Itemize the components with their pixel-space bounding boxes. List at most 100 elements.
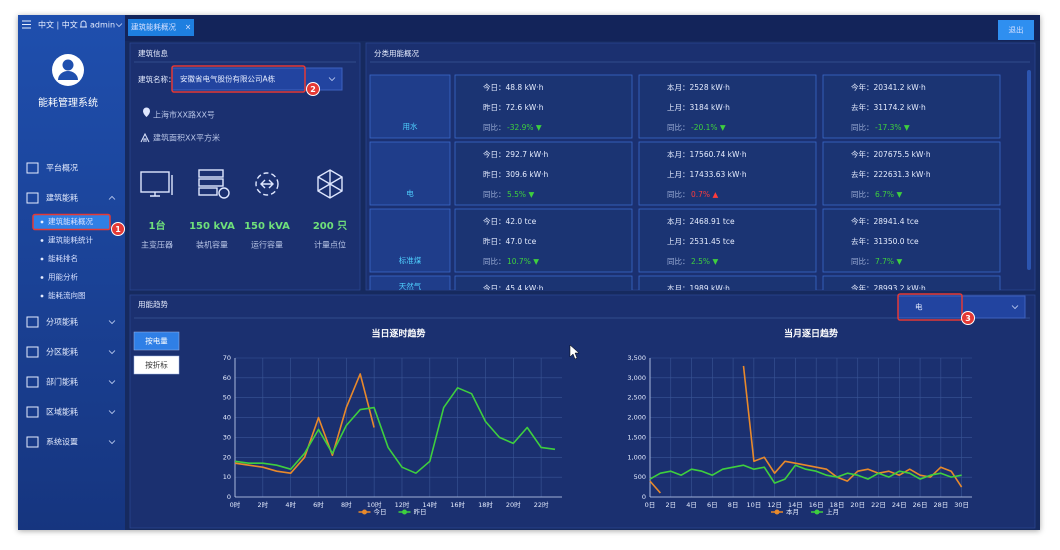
annotation-number: 1 (115, 225, 121, 234)
chevron (108, 410, 116, 415)
menu-item[interactable]: 区域能耗 (46, 407, 78, 417)
category-tab[interactable] (369, 208, 451, 273)
x-tick-label: 10日 (746, 501, 761, 509)
chevron (108, 440, 116, 445)
logout-button[interactable] (998, 20, 1034, 40)
x-tick-label: 4日 (686, 501, 697, 509)
submenu-item[interactable]: 建筑能耗统计 (48, 235, 93, 245)
menu-item[interactable]: 分项能耗 (46, 317, 78, 327)
menu-item[interactable]: 建筑能耗 (46, 193, 78, 203)
submenu-item[interactable]: 能耗流向图 (48, 290, 86, 300)
x-tick-label: 28日 (933, 501, 948, 509)
category-card (454, 208, 633, 273)
x-tick-label: 6日 (707, 501, 718, 509)
y-tick-label: 60 (223, 374, 231, 382)
card-line: 今年：207675.5 kW·h (851, 149, 931, 159)
menu-item[interactable]: 部门能耗 (46, 377, 78, 387)
chart-title: 当日逐时趋势 (371, 328, 425, 340)
submenu-item[interactable]: 能耗排名 (48, 253, 78, 263)
toggle-label: 按电量 (145, 336, 168, 346)
chevron (108, 350, 116, 355)
highlight-box (897, 293, 963, 321)
tab[interactable] (128, 19, 194, 36)
scrollbar[interactable] (1027, 70, 1031, 270)
icon-clock (218, 187, 230, 199)
y-tick-label: 30 (223, 433, 231, 441)
stat-value: 150 kVA (244, 221, 290, 232)
change-label: 同比： (483, 256, 506, 266)
toggle-button[interactable] (133, 355, 180, 375)
change-label: 同比： (667, 256, 690, 266)
x-tick-label: 8时 (341, 500, 352, 509)
panel-title: 建筑信息 (138, 48, 168, 58)
card-line: 本月：2528 kW·h (667, 82, 730, 92)
tab-close[interactable]: × (185, 23, 191, 32)
series-line (742, 365, 963, 488)
change-label: 同比： (483, 122, 506, 132)
change-value: 0.7% ▲ (691, 190, 718, 199)
category-card (822, 74, 1001, 139)
category-card (638, 74, 817, 139)
card-line: 上月：3184 kW·h (667, 103, 730, 112)
chevron (108, 195, 116, 200)
change-label: 同比： (667, 122, 690, 132)
menu-toggle[interactable] (22, 20, 31, 29)
series-line (234, 387, 556, 474)
category-card (822, 141, 1001, 206)
menu-icon (26, 162, 39, 174)
card-line: 今年：28941.4 tce (851, 216, 919, 226)
menu-item[interactable]: 分区能耗 (46, 347, 78, 357)
category-card (454, 275, 633, 290)
x-tick-label: 24日 (892, 501, 907, 509)
x-tick-label: 2时 (258, 500, 269, 509)
category-tab[interactable] (369, 141, 451, 206)
card-line: 本月：17560.74 kW·h (667, 149, 747, 159)
stat-label: 主变压器 (141, 240, 173, 250)
category-card (638, 275, 817, 290)
submenu-item[interactable]: 建筑能耗概况 (48, 216, 93, 226)
bell-icon[interactable] (80, 20, 87, 28)
logo-head (62, 59, 74, 71)
category-card (822, 208, 1001, 273)
menu-item[interactable]: 系统设置 (46, 437, 78, 447)
x-tick-label: 0日 (645, 501, 656, 509)
chevron (115, 23, 123, 28)
stat-value: 150 kVA (189, 221, 235, 232)
category-card (822, 275, 1001, 290)
card-line: 去年：222631.3 kW·h (851, 169, 931, 179)
category-name: 用水 (403, 121, 418, 131)
change-label: 同比： (851, 189, 874, 199)
y-tick-label: 50 (223, 394, 231, 402)
user-name[interactable]: admin (90, 21, 115, 30)
category-tab[interactable] (369, 275, 451, 339)
stat-label: 计量点位 (314, 240, 346, 250)
legend-dot (402, 509, 407, 515)
x-tick-label: 12日 (767, 501, 782, 509)
x-tick-label: 6时 (313, 500, 324, 509)
x-tick-label: 8日 (728, 501, 739, 509)
card-line: 昨日：309.6 kW·h (483, 169, 548, 179)
y-tick-label: 70 (223, 354, 231, 362)
category-tab[interactable] (369, 74, 451, 139)
card-line: 去年：31350.0 tce (851, 236, 919, 246)
bullet (40, 257, 44, 261)
x-tick-label: 26日 (913, 501, 928, 509)
y-tick-label: 0 (642, 493, 646, 501)
change-value: 10.7% ▼ (507, 257, 539, 266)
bullet (40, 220, 44, 224)
card-line: 今日：42.0 tce (483, 216, 537, 226)
y-tick-label: 2,000 (627, 414, 646, 422)
legend-label: 今日 (374, 507, 387, 516)
y-tick-label: 3,000 (627, 374, 646, 382)
menu-item[interactable]: 平台概况 (46, 163, 78, 173)
menu-icon (26, 192, 39, 204)
submenu-item[interactable]: 用能分析 (48, 272, 78, 282)
x-tick-label: 18时 (478, 500, 493, 509)
bullet (40, 276, 44, 279)
toggle-button[interactable] (133, 331, 180, 351)
x-tick-label: 16时 (450, 500, 465, 509)
chevron (328, 77, 336, 82)
card-line: 今日：292.7 kW·h (483, 149, 548, 159)
